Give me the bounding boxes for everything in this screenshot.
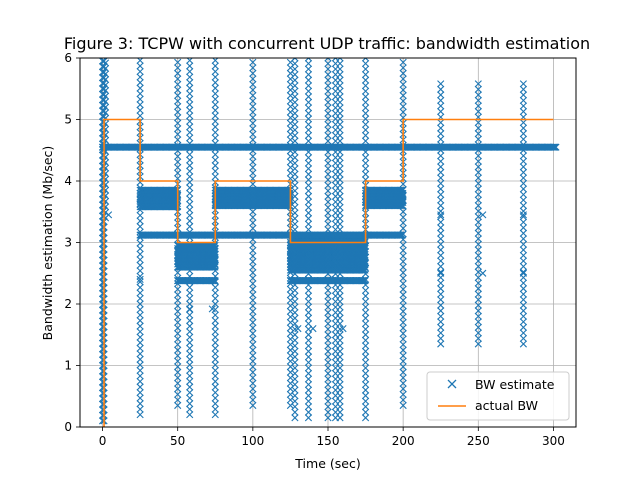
y-tick-label: 5 [64, 113, 72, 127]
y-tick-label: 4 [64, 174, 72, 188]
y-tick-label: 2 [64, 297, 72, 311]
y-tick-label: 3 [64, 236, 72, 250]
x-tick-label: 300 [542, 434, 565, 448]
x-axis-label: Time (sec) [294, 456, 360, 471]
y-tick-label: 0 [64, 420, 72, 434]
plot-area: 0 50 100 150 200 250 300 0 1 2 3 4 5 6 [64, 51, 577, 448]
legend-label-actual-bw: actual BW [475, 398, 538, 413]
bw-estimate-point [211, 241, 219, 250]
x-axis-ticks: 0 50 100 150 200 250 300 [99, 427, 565, 448]
legend: BW estimate actual BW [426, 371, 570, 421]
chart-title: Figure 3: TCPW with concurrent UDP traff… [64, 34, 590, 53]
legend-label-bw-estimate: BW estimate [475, 377, 555, 392]
x-tick-label: 0 [99, 434, 107, 448]
x-tick-label: 100 [241, 434, 264, 448]
y-tick-label: 1 [64, 359, 72, 373]
bw-estimate-point [211, 248, 219, 256]
x-tick-label: 200 [392, 434, 415, 448]
y-axis-label: Bandwidth estimation (Mb/sec) [40, 146, 55, 341]
x-tick-label: 250 [467, 434, 490, 448]
x-tick-label: 50 [170, 434, 185, 448]
y-axis-ticks: 0 1 2 3 4 5 6 [64, 51, 80, 434]
x-tick-label: 150 [317, 434, 340, 448]
y-tick-label: 6 [64, 51, 72, 65]
